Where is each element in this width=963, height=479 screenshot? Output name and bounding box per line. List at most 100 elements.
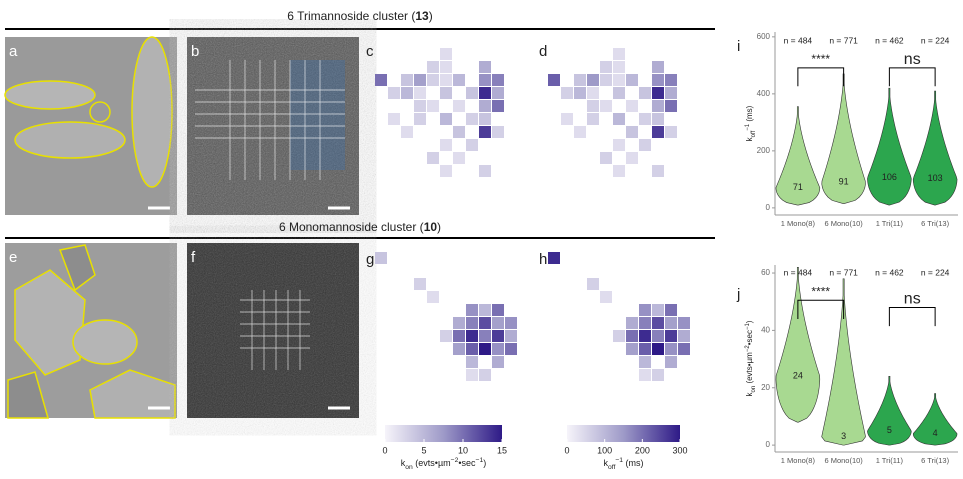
micrograph-b: [187, 37, 359, 215]
x-tick-label: 6 Tri(13): [921, 219, 949, 228]
panel-label: e: [9, 249, 17, 266]
text-part: ): [437, 220, 441, 234]
heatmap-cell: [613, 113, 625, 125]
heatmap-cell: [639, 369, 651, 381]
heatmap-cell: [440, 61, 452, 73]
cell-outline: [15, 122, 125, 158]
heatmap-cell: [505, 330, 517, 342]
heatmap-cell: [652, 126, 664, 138]
panel-label: i: [737, 38, 740, 55]
heatmap-cell: [652, 317, 664, 329]
y-tick-label: 60: [761, 268, 770, 277]
heatmap-cell: [453, 317, 465, 329]
heatmap-cell: [479, 74, 491, 86]
heatmap-cell: [652, 87, 664, 99]
heatmap-cell: [600, 74, 612, 86]
heatmap-cell: [665, 100, 677, 112]
heatmap-cell: [492, 317, 504, 329]
heatmap-cell: [652, 304, 664, 316]
heatmap-cell: [492, 330, 504, 342]
y-tick-label: 0: [766, 440, 771, 449]
text-part: •sec: [458, 458, 476, 468]
y-tick-label: 20: [761, 383, 770, 392]
heatmap-cell: [613, 87, 625, 99]
heatmap-cell: [574, 74, 586, 86]
heatmap-cell: [466, 356, 478, 368]
significance-label: ns: [904, 51, 921, 68]
text-part: •sec: [745, 330, 754, 345]
colorbar-tick-label: 300: [672, 445, 687, 455]
heatmap-cell: [466, 343, 478, 355]
y-tick-label: 0: [766, 203, 771, 212]
heatmap-cell: [600, 152, 612, 164]
n-label: n = 484: [784, 35, 813, 45]
heatmap-cell: [466, 87, 478, 99]
heatmap-cell: [665, 317, 677, 329]
x-tick-label: 1 Tri(11): [876, 219, 904, 228]
heatmap-cell: [401, 87, 413, 99]
median-label: 24: [793, 371, 803, 381]
heatmap-cell: [639, 113, 651, 125]
colorbar-label: kon (evts•µm−2•sec−1): [401, 457, 486, 471]
colorbar: [385, 425, 502, 442]
panel-label: h: [539, 251, 547, 268]
heatmap-cell: [440, 74, 452, 86]
heatmap-cell: [600, 61, 612, 73]
heatmap-cell: [665, 304, 677, 316]
text-part: (ms): [745, 105, 754, 124]
heatmap-cell: [453, 126, 465, 138]
n-label: n = 462: [875, 267, 904, 277]
heatmap-cell: [626, 343, 638, 355]
heatmap-cell: [440, 139, 452, 151]
violin: [867, 88, 911, 205]
heatmap-cell: [453, 152, 465, 164]
heatmap-cell: [466, 369, 478, 381]
y-tick-label: 200: [757, 146, 771, 155]
micrograph-f: [187, 243, 359, 418]
x-tick-label: 1 Mono(8): [781, 219, 816, 228]
heatmap-cell: [453, 100, 465, 112]
heatmap-cell: [505, 317, 517, 329]
heatmap-cell: [613, 139, 625, 151]
colorbar-tick-label: 5: [421, 445, 426, 455]
heatmap-cell: [414, 113, 426, 125]
n-label: n = 224: [921, 267, 950, 277]
y-tick-label: 400: [757, 89, 771, 98]
text-part: ): [483, 458, 486, 468]
heatmap-cell: [479, 126, 491, 138]
heatmap-cell: [427, 74, 439, 86]
heatmap-cell: [613, 48, 625, 60]
heatmap-cell: [388, 87, 400, 99]
heatmap-cell: [600, 100, 612, 112]
image-noise: [187, 243, 359, 418]
heatmap-cell: [440, 87, 452, 99]
text-part: 13: [415, 9, 429, 23]
micrograph-a: [5, 37, 177, 215]
heatmap-cell: [453, 343, 465, 355]
heatmap-cell: [587, 74, 599, 86]
heatmap-cell: [401, 74, 413, 86]
heatmap-cell: [574, 126, 586, 138]
y-tick-label: 40: [761, 326, 770, 335]
violin: [913, 91, 957, 205]
section-title: 6 Monomannoside cluster (10): [279, 220, 441, 234]
heatmap-cell: [665, 356, 677, 368]
heatmap-cell: [427, 61, 439, 73]
heatmap-cell: [440, 165, 452, 177]
heatmap-cell: [466, 139, 478, 151]
x-tick-label: 1 Mono(8): [781, 456, 816, 465]
panel-label: j: [736, 286, 740, 303]
heatmap-cell: [652, 330, 664, 342]
heatmap-cell: [466, 304, 478, 316]
heatmap-cell: [587, 100, 599, 112]
heatmap-cell: [652, 369, 664, 381]
x-tick-label: 1 Tri(11): [876, 456, 904, 465]
colorbar-tick-label: 200: [635, 445, 650, 455]
heatmap-cell: [479, 113, 491, 125]
heatmap-cell: [626, 330, 638, 342]
cell-outline: [73, 320, 137, 364]
heatmap-cell: [652, 165, 664, 177]
text-part: 6 Monomannoside cluster (: [279, 220, 424, 234]
heatmap-cell: [652, 100, 664, 112]
colorbar-tick-label: 100: [597, 445, 612, 455]
